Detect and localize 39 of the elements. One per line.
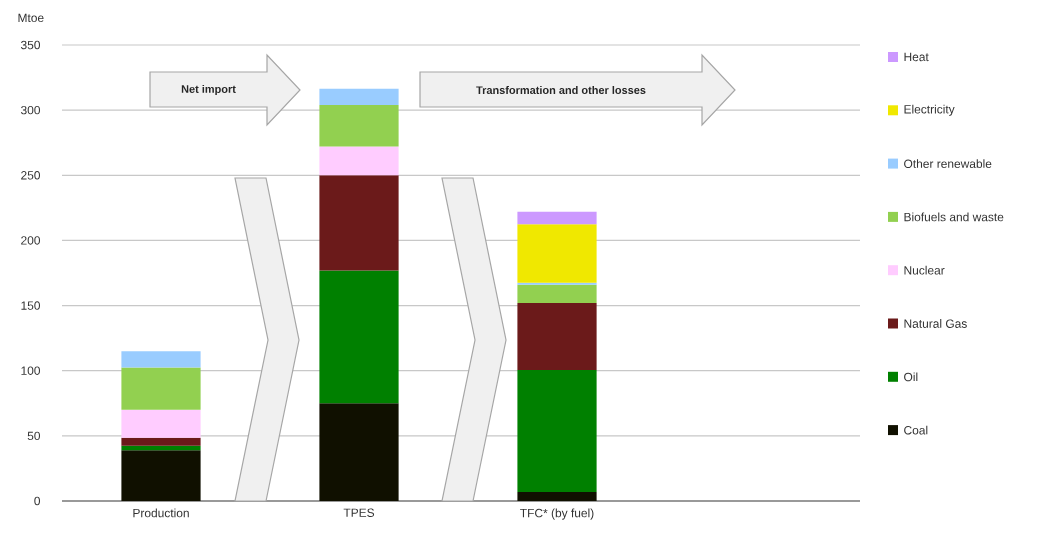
bar bbox=[319, 270, 399, 404]
bar bbox=[121, 367, 201, 410]
y-tick-label: 150 bbox=[21, 301, 41, 310]
y-tick-label: 0 bbox=[34, 496, 41, 506]
bar bbox=[121, 437, 201, 446]
x-tick-label: TPES bbox=[343, 508, 375, 517]
annotation: Transformation and other losses bbox=[476, 85, 646, 95]
bar bbox=[121, 450, 201, 501]
bar bbox=[517, 370, 597, 492]
legend-label: Heat bbox=[904, 52, 929, 62]
bar bbox=[319, 146, 399, 176]
bar bbox=[319, 88, 399, 105]
legend-label: Electricity bbox=[904, 104, 955, 116]
bar bbox=[517, 302, 597, 371]
y-tick-label: 100 bbox=[21, 366, 41, 375]
bar bbox=[517, 491, 597, 501]
bar bbox=[517, 284, 597, 303]
x-tick-label: Production bbox=[133, 508, 189, 518]
x-tick-label: TFC* (by fuel) bbox=[520, 508, 594, 520]
legend-label: Biofuels and waste bbox=[904, 212, 1004, 222]
bar bbox=[121, 351, 201, 368]
bar bbox=[517, 211, 597, 225]
legend-label: Oil bbox=[904, 372, 918, 382]
y-tick-label: 250 bbox=[21, 171, 41, 180]
y-axis-title: Mtoe bbox=[18, 13, 44, 23]
legend-label: Other renewable bbox=[904, 159, 992, 168]
bar bbox=[517, 224, 597, 283]
bar bbox=[319, 175, 399, 271]
legend-label: Nuclear bbox=[904, 265, 945, 275]
bar bbox=[121, 409, 201, 438]
bar bbox=[319, 403, 399, 501]
bar bbox=[319, 104, 399, 147]
y-tick-label: 350 bbox=[20, 40, 41, 50]
annotation: Net import bbox=[181, 84, 236, 96]
legend-label: Coal bbox=[904, 425, 928, 435]
y-tick-label: 50 bbox=[27, 431, 41, 441]
legend-label: Natural Gas bbox=[904, 319, 967, 328]
y-tick-label: 200 bbox=[21, 236, 41, 245]
y-tick-label: 300 bbox=[20, 105, 41, 115]
